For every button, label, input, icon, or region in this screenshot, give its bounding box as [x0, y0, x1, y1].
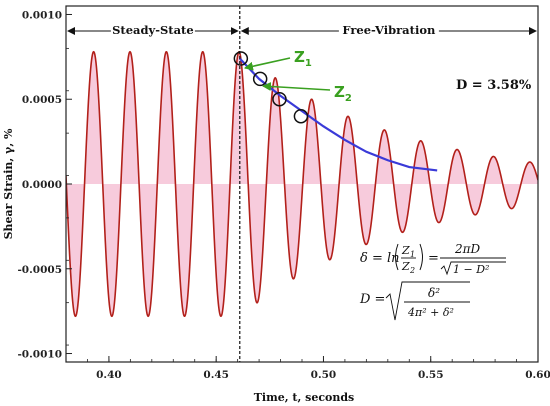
svg-text:2: 2: [409, 266, 415, 275]
y-tick-label: 0.0010: [22, 9, 62, 21]
svg-text:Z: Z: [401, 244, 410, 257]
free-vibration-label: Free-Vibration: [342, 23, 436, 37]
y-tick-label: -0.0010: [17, 349, 62, 361]
peak-circle-4: [293, 108, 309, 124]
svg-text:4π² + δ²: 4π² + δ²: [407, 306, 454, 319]
x-tick-label: 0.60: [525, 369, 550, 381]
svg-text:δ²: δ²: [428, 286, 440, 300]
z1-arrow: [244, 57, 291, 71]
x-axis-title: Time, t, seconds: [254, 391, 355, 404]
damping-formula: D = δ² 4π² + δ²: [359, 281, 470, 321]
region-annotations: Steady-State Free-Vibration: [67, 23, 537, 37]
x-tick-label: 0.50: [311, 369, 337, 381]
peak-circle-2: [252, 71, 268, 87]
x-tick-label: 0.45: [203, 369, 229, 381]
z2-label: Z2: [334, 83, 352, 104]
svg-text:2πD: 2πD: [454, 242, 481, 256]
svg-text:1: 1: [410, 250, 415, 259]
peak-circle-1: [233, 51, 249, 66]
y-axis-ticks: 0.0010 0.0005 0.0000 -0.0005 -0.0010: [17, 9, 72, 361]
z1-label: Z1: [294, 48, 312, 69]
svg-text:=: =: [428, 251, 439, 266]
x-tick-label: 0.55: [418, 369, 444, 381]
svg-text:δ = ln: δ = ln: [360, 251, 400, 266]
steady-state-label: Steady-State: [112, 23, 194, 37]
y-tick-label: 0.0000: [22, 179, 62, 191]
z2-arrow: [262, 81, 331, 91]
z-labels: Z1 Z2: [244, 48, 352, 104]
peak-circles: [233, 51, 309, 124]
y-tick-label: -0.0005: [17, 264, 62, 276]
y-axis-title: Shear Strain, γ, %: [2, 128, 15, 239]
signal-line: [66, 50, 538, 318]
peak-circle-3: [272, 91, 287, 107]
svg-text:1 − D²: 1 − D²: [453, 263, 489, 276]
y-tick-label: 0.0005: [22, 94, 62, 106]
x-axis-ticks: 0.40 0.45 0.50 0.55 0.60: [87, 356, 550, 381]
damping-annotation: D = 3.58%: [456, 78, 532, 93]
svg-text:D =: D =: [359, 292, 385, 307]
x-tick-label: 0.40: [96, 369, 122, 381]
svg-text:Z: Z: [401, 260, 410, 273]
